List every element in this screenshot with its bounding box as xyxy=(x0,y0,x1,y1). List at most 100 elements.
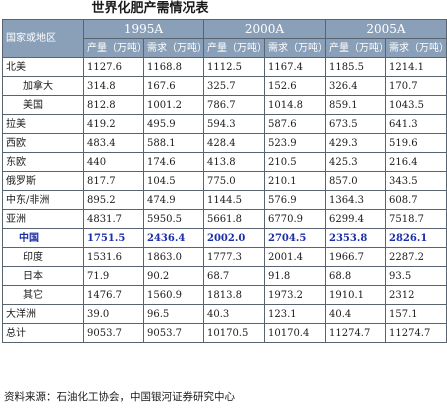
value-cell: 5661.8 xyxy=(203,209,265,229)
value-cell: 167.6 xyxy=(143,76,204,96)
value-cell: 7518.7 xyxy=(385,209,447,229)
value-cell: 152.6 xyxy=(264,76,326,96)
value-cell: 343.5 xyxy=(385,171,447,191)
fertilizer-table: 国家或地区 1995A 2000A 2005A 产量（万吨） 需求（万吨） 产量… xyxy=(2,19,447,343)
demand-header-2000: 需求（万吨） xyxy=(264,38,326,58)
value-cell: 210.5 xyxy=(264,152,326,172)
year-header-2000: 2000A xyxy=(203,19,326,39)
value-cell: 588.1 xyxy=(143,133,204,153)
table-row-canada: 加拿大 314.8 167.6 325.7 152.6 326.4 170.7 xyxy=(2,76,447,96)
table-row-eastern-europe: 东欧 440 174.6 413.8 210.5 425.3 216.4 xyxy=(2,152,447,172)
value-cell: 96.5 xyxy=(143,304,204,324)
table-row-western-europe: 西欧 483.4 588.1 428.4 523.9 429.3 519.6 xyxy=(2,133,447,153)
value-cell: 9053.7 xyxy=(143,323,204,343)
value-cell: 1112.5 xyxy=(203,57,265,77)
value-cell: 10170.5 xyxy=(203,323,265,343)
table-row-japan: 日本 71.9 90.2 68.7 91.8 68.8 93.5 xyxy=(2,266,447,286)
value-cell: 210.1 xyxy=(264,171,326,191)
region-cell: 中东/非洲 xyxy=(2,190,84,210)
value-cell: 523.9 xyxy=(264,133,326,153)
production-header-2000: 产量（万吨） xyxy=(203,38,265,58)
value-cell: 1531.6 xyxy=(83,247,144,267)
value-cell: 1214.1 xyxy=(385,57,447,77)
value-cell: 4831.7 xyxy=(83,209,144,229)
value-cell: 11274.7 xyxy=(385,323,447,343)
value-cell: 673.5 xyxy=(325,114,386,134)
value-cell: 413.8 xyxy=(203,152,265,172)
value-cell: 775.0 xyxy=(203,171,265,191)
value-cell: 2704.5 xyxy=(264,228,326,248)
production-header-2005: 产量（万吨） xyxy=(325,38,386,58)
value-cell: 1560.9 xyxy=(143,285,204,305)
value-cell: 1144.5 xyxy=(203,190,265,210)
value-cell: 428.4 xyxy=(203,133,265,153)
value-cell: 10170.4 xyxy=(264,323,326,343)
value-cell: 1168.8 xyxy=(143,57,204,77)
region-cell: 亚洲 xyxy=(2,209,84,229)
value-cell: 495.9 xyxy=(143,114,204,134)
table-row-north-america: 北美 1127.6 1168.8 1112.5 1167.4 1185.5 12… xyxy=(2,57,447,77)
value-cell: 440 xyxy=(83,152,144,172)
value-cell: 93.5 xyxy=(385,266,447,286)
value-cell: 1043.5 xyxy=(385,95,447,115)
value-cell: 1751.5 xyxy=(83,228,144,248)
table-row-oceania: 大洋洲 39.0 96.5 40.3 123.1 40.4 157.1 xyxy=(2,304,447,324)
region-column-header: 国家或地区 xyxy=(2,19,84,58)
demand-header-1995: 需求（万吨） xyxy=(143,38,204,58)
value-cell: 157.1 xyxy=(385,304,447,324)
value-cell: 325.7 xyxy=(203,76,265,96)
value-cell: 474.9 xyxy=(143,190,204,210)
value-cell: 68.8 xyxy=(325,266,386,286)
value-cell: 71.9 xyxy=(83,266,144,286)
value-cell: 429.3 xyxy=(325,133,386,153)
value-cell: 2287.2 xyxy=(385,247,447,267)
region-cell: 美国 xyxy=(2,95,84,115)
value-cell: 2002.0 xyxy=(203,228,265,248)
demand-header-2005: 需求（万吨） xyxy=(385,38,447,58)
region-cell: 日本 xyxy=(2,266,84,286)
value-cell: 91.8 xyxy=(264,266,326,286)
region-cell: 大洋洲 xyxy=(2,304,84,324)
value-cell: 68.7 xyxy=(203,266,265,286)
value-cell: 2436.4 xyxy=(143,228,204,248)
value-cell: 817.7 xyxy=(83,171,144,191)
production-header-1995: 产量（万吨） xyxy=(83,38,144,58)
value-cell: 594.3 xyxy=(203,114,265,134)
value-cell: 314.8 xyxy=(83,76,144,96)
value-cell: 608.7 xyxy=(385,190,447,210)
value-cell: 1127.6 xyxy=(83,57,144,77)
value-cell: 419.2 xyxy=(83,114,144,134)
value-cell: 40.4 xyxy=(325,304,386,324)
region-cell: 总计 xyxy=(2,323,84,343)
table-row-usa: 美国 812.8 1001.2 786.7 1014.8 859.1 1043.… xyxy=(2,95,447,115)
value-cell: 1863.0 xyxy=(143,247,204,267)
value-cell: 11274.7 xyxy=(325,323,386,343)
table-row-china: 中国 1751.5 2436.4 2002.0 2704.5 2353.8 28… xyxy=(2,228,447,248)
value-cell: 1966.7 xyxy=(325,247,386,267)
value-cell: 1167.4 xyxy=(264,57,326,77)
year-header-2005: 2005A xyxy=(325,19,447,39)
value-cell: 39.0 xyxy=(83,304,144,324)
table-row-middle-east-africa: 中东/非洲 895.2 474.9 1144.5 576.9 1364.3 60… xyxy=(2,190,447,210)
source-note: 资料来源：石油化工协会，中国银河证券研究中心 xyxy=(4,391,235,403)
value-cell: 1476.7 xyxy=(83,285,144,305)
value-cell: 483.4 xyxy=(83,133,144,153)
table-title: 世界化肥产需情况表 xyxy=(91,1,209,16)
value-cell: 1813.8 xyxy=(203,285,265,305)
region-cell: 中国 xyxy=(2,228,84,248)
region-cell: 印度 xyxy=(2,247,84,267)
table-row-latin-america: 拉美 419.2 495.9 594.3 587.6 673.5 641.3 xyxy=(2,114,447,134)
value-cell: 2826.1 xyxy=(385,228,447,248)
value-cell: 857.0 xyxy=(325,171,386,191)
value-cell: 641.3 xyxy=(385,114,447,134)
value-cell: 1973.2 xyxy=(264,285,326,305)
value-cell: 895.2 xyxy=(83,190,144,210)
value-cell: 90.2 xyxy=(143,266,204,286)
value-cell: 786.7 xyxy=(203,95,265,115)
value-cell: 1777.3 xyxy=(203,247,265,267)
value-cell: 40.3 xyxy=(203,304,265,324)
table-row-russia: 俄罗斯 817.7 104.5 775.0 210.1 857.0 343.5 xyxy=(2,171,447,191)
value-cell: 1364.3 xyxy=(325,190,386,210)
table-row-asia: 亚洲 4831.7 5950.5 5661.8 6770.9 6299.4 75… xyxy=(2,209,447,229)
value-cell: 6770.9 xyxy=(264,209,326,229)
